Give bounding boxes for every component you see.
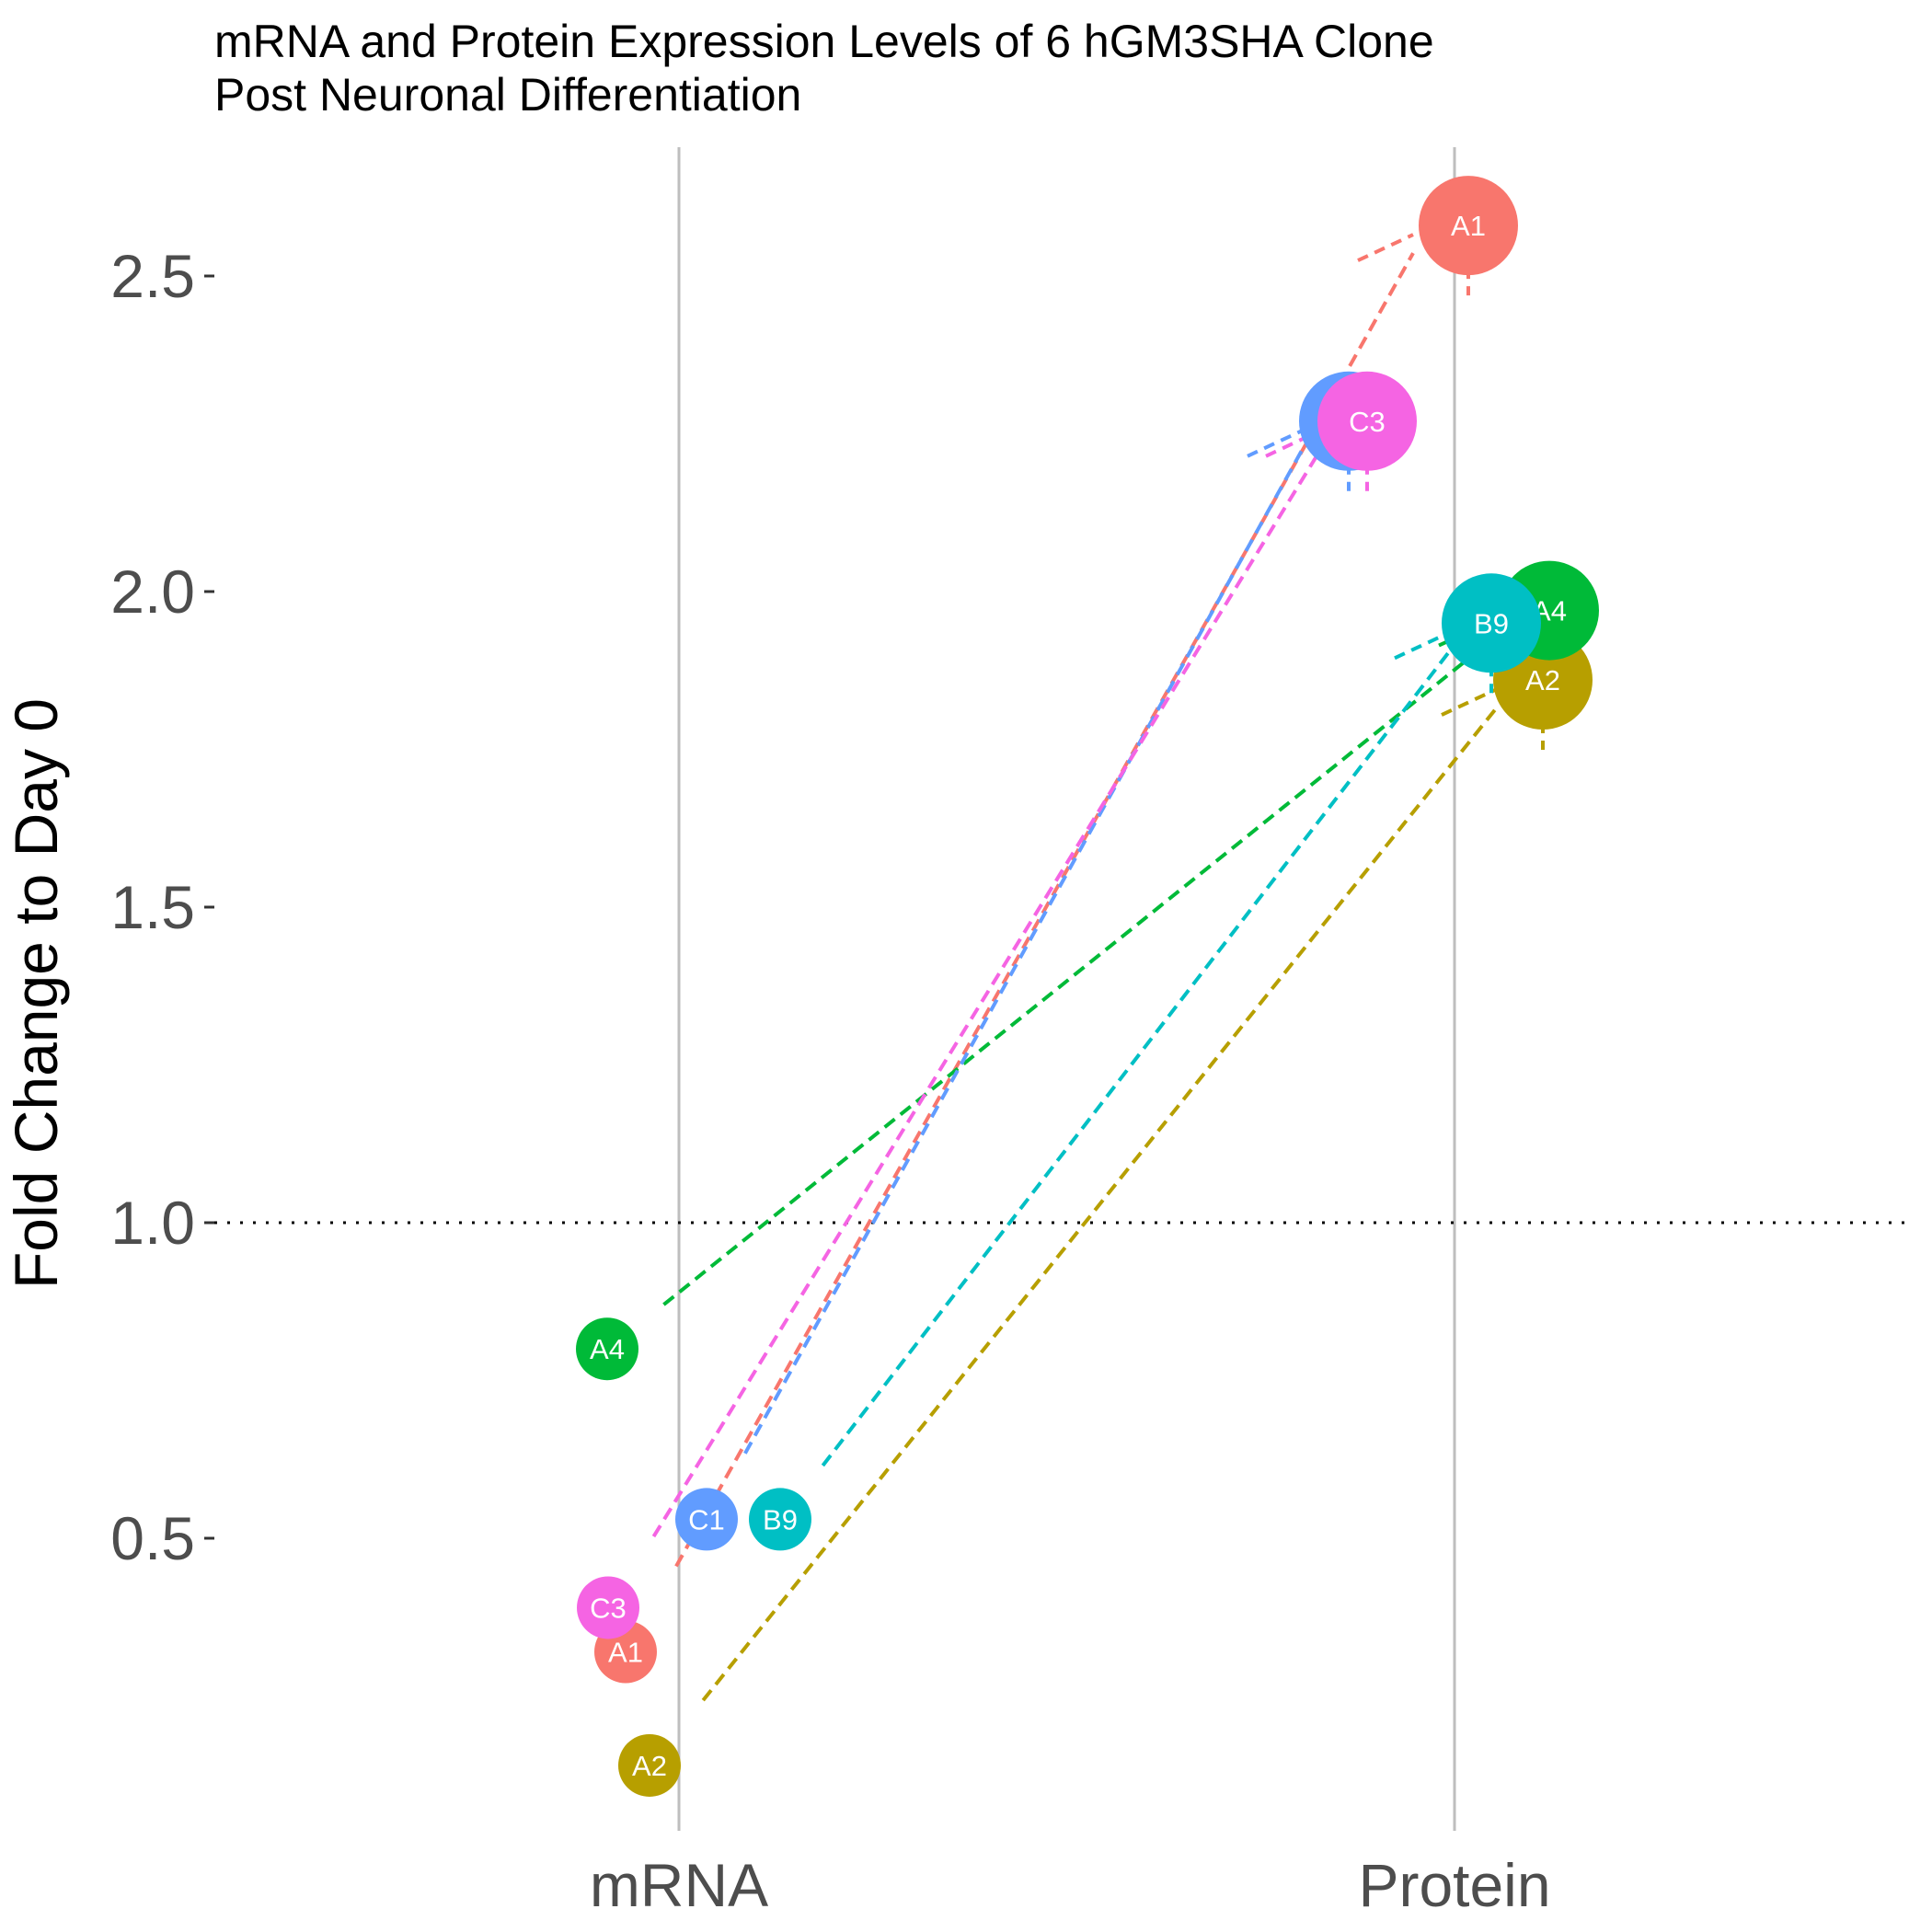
x-tick-label-protein: Protein <box>1358 1851 1550 1919</box>
point-marker <box>618 1733 681 1797</box>
point-a2-mrna: A2 <box>618 1733 681 1797</box>
grid-lines <box>677 147 1456 1831</box>
point-label: A4 <box>590 1333 625 1365</box>
series-line-c3 <box>651 447 1323 1538</box>
point-label: A1 <box>608 1636 643 1668</box>
point-c3-mrna: C3 <box>577 1576 639 1639</box>
series-line-a4 <box>662 637 1496 1306</box>
point-a4-mrna: A4 <box>576 1317 638 1381</box>
point-label: C1 <box>688 1503 725 1535</box>
point-label: C3 <box>1349 406 1386 438</box>
y-axis: 0.5 1.0 1.5 2.0 2.5 <box>110 242 214 1572</box>
point-label: A1 <box>1451 210 1486 242</box>
point-b9-protein: B9 <box>1442 573 1541 673</box>
series-arrow-a2 <box>1441 687 1498 717</box>
series-line-a2 <box>701 706 1499 1702</box>
point-marker <box>1419 176 1518 276</box>
point-label: B9 <box>1474 607 1509 639</box>
series-line-a1 <box>674 252 1415 1568</box>
point-label: B9 <box>763 1503 798 1535</box>
series-lines <box>651 233 1551 1702</box>
point-marker <box>577 1576 639 1639</box>
series-arrow-c1 <box>1247 428 1304 458</box>
series-arrow-c3 <box>1265 428 1322 458</box>
point-label: A2 <box>632 1750 667 1782</box>
series-line-c1 <box>743 447 1305 1455</box>
point-c1-mrna: C1 <box>675 1488 738 1551</box>
point-marker <box>1442 573 1541 673</box>
series-arrow-b9 <box>1394 630 1451 661</box>
point-label: A2 <box>1525 664 1560 696</box>
chart-subtitle: Post Neuronal Differentiation <box>214 69 801 121</box>
y-tick-label: 1.0 <box>110 1189 195 1257</box>
x-axis: mRNA Protein <box>590 1851 1551 1919</box>
y-tick-label: 0.5 <box>110 1504 195 1572</box>
x-tick-label-mrna: mRNA <box>590 1851 768 1919</box>
point-c3-protein: C3 <box>1317 371 1417 471</box>
y-tick-label: 2.0 <box>110 558 195 626</box>
chart-title: mRNA and Protein Expression Levels of 6 … <box>214 16 1434 67</box>
y-axis-title: Fold Change to Day 0 <box>2 698 70 1289</box>
point-label: C3 <box>590 1592 627 1624</box>
series-arrow-a1 <box>1357 233 1414 262</box>
point-marker <box>576 1317 638 1381</box>
series-line-b9 <box>821 650 1452 1467</box>
y-tick-label: 1.5 <box>110 873 195 941</box>
point-b9-mrna: B9 <box>749 1488 811 1551</box>
point-marker <box>749 1488 811 1551</box>
series-points: A1A1A2A2A4A4B9B9C1C1C3C3 <box>576 176 1599 1797</box>
point-a1-protein: A1 <box>1419 176 1518 276</box>
y-tick-label: 2.5 <box>110 242 195 310</box>
point-marker <box>675 1488 738 1551</box>
point-marker <box>1317 371 1417 471</box>
